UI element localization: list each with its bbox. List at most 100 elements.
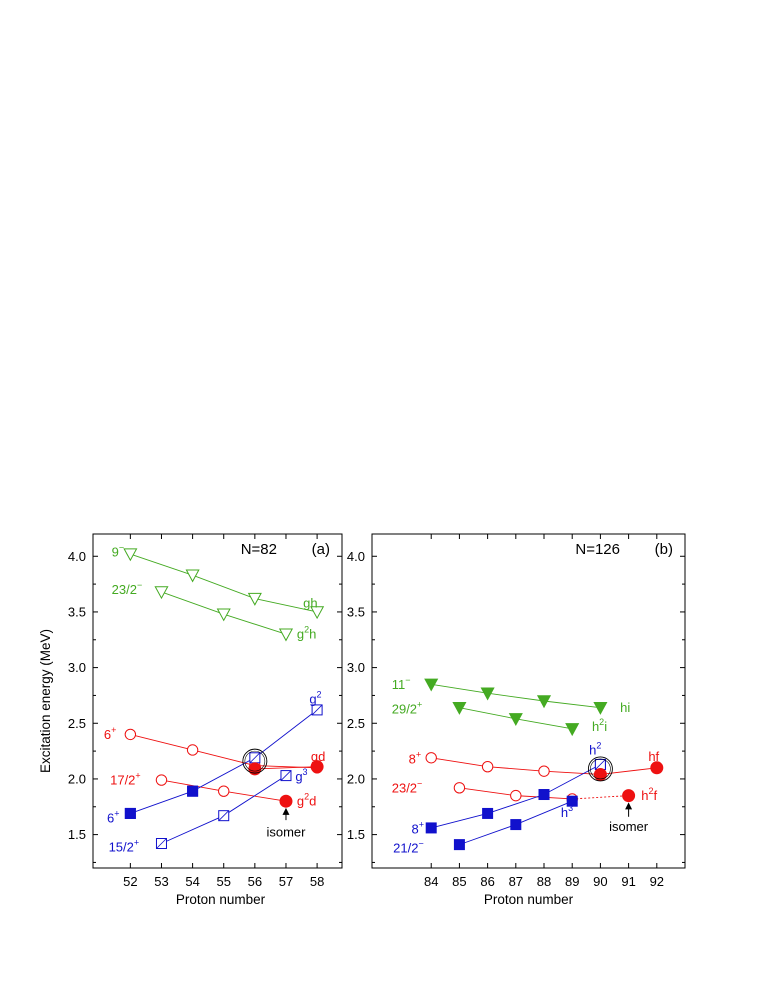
series-start-label-text: 17/2 bbox=[110, 773, 135, 788]
data-point bbox=[424, 678, 439, 692]
series-end-label-text: hf bbox=[648, 749, 659, 764]
highlight-point bbox=[650, 761, 664, 775]
series-end-label-tail: d bbox=[309, 794, 316, 809]
y-tick-label: 3.0 bbox=[68, 660, 86, 675]
isomer-label: isomer bbox=[609, 819, 649, 834]
series-start-label-sup: + bbox=[114, 808, 119, 818]
x-tick-label: 53 bbox=[154, 874, 168, 889]
x-tick-label: 58 bbox=[310, 874, 324, 889]
series-end-label: gh bbox=[303, 596, 317, 611]
series-line bbox=[572, 795, 629, 800]
series-end-label-text: h bbox=[641, 788, 648, 803]
highlight-point-slash bbox=[595, 759, 606, 770]
x-tick-label: 85 bbox=[452, 874, 466, 889]
series-start-label: 8+ bbox=[409, 749, 422, 766]
series-end-label-text: gh bbox=[303, 596, 317, 611]
data-point bbox=[453, 839, 465, 851]
data-point bbox=[538, 789, 550, 801]
series-end-label-text: h bbox=[589, 742, 596, 757]
series-end-label-text: g bbox=[295, 769, 302, 784]
data-point bbox=[565, 723, 580, 737]
series-start-label-text: 15/2 bbox=[109, 839, 134, 854]
series-end-label: g2 bbox=[309, 689, 321, 706]
data-point bbox=[508, 713, 523, 727]
x-tick-label: 57 bbox=[279, 874, 293, 889]
panel-label: (b) bbox=[655, 541, 673, 558]
data-point bbox=[425, 822, 437, 834]
crossing-ring-inner bbox=[590, 758, 611, 780]
y-tick-label: 1.5 bbox=[347, 827, 365, 842]
data-point bbox=[218, 785, 230, 797]
data-point-slash bbox=[311, 704, 323, 716]
data-point bbox=[124, 728, 137, 741]
series-end-label: h2f bbox=[641, 786, 657, 803]
data-point bbox=[593, 701, 608, 715]
series-start-label: 21/2− bbox=[393, 838, 424, 855]
y-tick-label: 3.5 bbox=[68, 604, 86, 619]
series-end-label: g2d bbox=[297, 792, 316, 809]
data-point bbox=[482, 807, 494, 819]
series-start-label: 15/2+ bbox=[109, 837, 140, 854]
data-point-slash bbox=[218, 810, 230, 821]
series-start-label-text: 23/2 bbox=[392, 780, 417, 795]
series-start-label: 9− bbox=[112, 542, 125, 559]
series-start-label-text: 6 bbox=[107, 810, 114, 825]
series-end-label-sup: 2 bbox=[304, 792, 309, 802]
series-end-label-text: h bbox=[561, 805, 568, 820]
x-tick-label: 92 bbox=[650, 874, 664, 889]
highlight-point bbox=[310, 760, 324, 774]
series-end-label-text: g bbox=[297, 627, 304, 642]
series-line bbox=[254, 766, 318, 770]
series-end-label-sup: 3 bbox=[568, 803, 573, 813]
series-line bbox=[431, 683, 601, 709]
series-line bbox=[130, 709, 318, 814]
series-start-label-text: 21/2 bbox=[393, 840, 418, 855]
highlight-point bbox=[622, 789, 636, 803]
crossing-ring-inner bbox=[244, 750, 266, 772]
series-end-label: hf bbox=[648, 749, 659, 764]
y-tick-label: 3.5 bbox=[347, 604, 365, 619]
shell-label: N=126 bbox=[575, 541, 620, 558]
x-tick-label: 88 bbox=[537, 874, 551, 889]
series-start-label-text: 6 bbox=[104, 727, 111, 742]
series-start-label-sup: − bbox=[137, 580, 142, 590]
series-end-label-sup: 2 bbox=[304, 625, 309, 635]
plot-frame bbox=[92, 533, 343, 869]
y-axis-label: Excitation energy (MeV) bbox=[38, 629, 53, 773]
series-end-label-text: g bbox=[297, 794, 304, 809]
y-tick-label: 2.5 bbox=[68, 716, 86, 731]
isomer-arrow-head bbox=[282, 807, 290, 815]
x-tick-label: 89 bbox=[565, 874, 579, 889]
shell-label: N=82 bbox=[241, 541, 277, 558]
series-start-label-text: 9 bbox=[112, 544, 119, 559]
y-tick-label: 2.5 bbox=[347, 716, 365, 731]
x-tick-label: 55 bbox=[216, 874, 230, 889]
series-start-label: 6+ bbox=[107, 808, 120, 825]
panel-b: 1.52.02.53.03.54.084 85 86 87 88 89 90 91 92Prot… bbox=[347, 533, 686, 907]
panel-a: 1.5 2.0 2.5 3.0 3.5 4.0 52 53 54 55 56 57 58 Proton n… bbox=[38, 533, 343, 907]
series-end-label: h2i bbox=[592, 717, 607, 734]
series-end-label-tail: i bbox=[604, 719, 607, 734]
series-end-label: g2h bbox=[297, 625, 316, 642]
data-point bbox=[425, 752, 437, 764]
series-end-label: hi bbox=[620, 700, 630, 715]
data-point bbox=[216, 608, 231, 622]
x-tick-label: 52 bbox=[123, 874, 137, 889]
data-point bbox=[278, 628, 294, 642]
series-start-label-text: 8 bbox=[409, 751, 416, 766]
series-start-label-text: 8 bbox=[411, 822, 418, 837]
series-end-label-sup: 3 bbox=[303, 767, 308, 777]
data-point bbox=[452, 701, 467, 715]
data-point bbox=[155, 774, 168, 786]
data-point-slash bbox=[156, 838, 167, 849]
isomer-label: isomer bbox=[266, 824, 306, 839]
series-end-label-sup: 2 bbox=[317, 689, 322, 699]
series-line bbox=[431, 764, 601, 829]
series-end-label-tail: f bbox=[654, 788, 658, 803]
x-tick-label: 90 bbox=[593, 874, 607, 889]
series-end-label-sup: 2 bbox=[596, 740, 601, 750]
y-tick-label: 4.0 bbox=[68, 549, 86, 564]
series-start-label: 23/2− bbox=[112, 580, 143, 597]
series-line bbox=[130, 733, 318, 769]
data-point bbox=[453, 782, 466, 794]
